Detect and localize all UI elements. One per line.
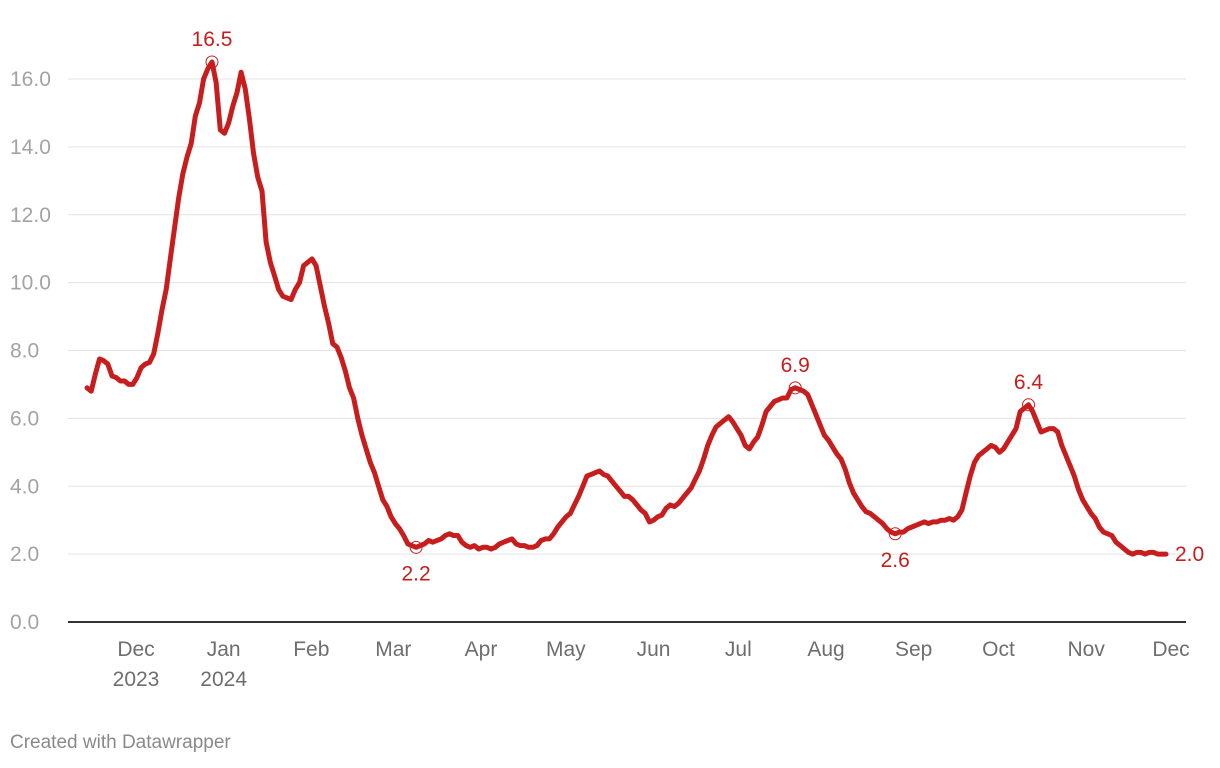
x-axis: Dec 2023 Jan 2024 Feb Mar Apr May Jun Jul Aug Sep Oc… (113, 638, 1190, 691)
y-tick-label: 4.0 (10, 475, 39, 498)
annotation-label: 6.4 (1014, 371, 1044, 394)
y-tick-label: 12.0 (10, 204, 51, 227)
y-tick-label: 10.0 (10, 272, 51, 295)
gridlines (68, 78, 1186, 623)
x-tick-label: Oct (982, 638, 1015, 661)
x-tick-label: Mar (375, 638, 411, 661)
x-tick-label: Jun (637, 638, 671, 661)
series-layer (84, 59, 1169, 557)
x-tick-label: May (546, 638, 586, 661)
y-tick-label: 16.0 (10, 68, 51, 91)
series-line (84, 59, 1169, 557)
annotation-marker (888, 527, 902, 541)
x-tick-label: Dec (117, 638, 154, 661)
annotation-label: 2.2 (402, 562, 431, 585)
annotation-label: 16.5 (192, 28, 233, 51)
x-tick-label: Nov (1067, 638, 1105, 661)
x-tick-label: Jul (725, 638, 752, 661)
x-tick-label: Feb (293, 638, 329, 661)
x-tick-label: Apr (465, 638, 498, 661)
y-tick-label: 8.0 (10, 340, 39, 363)
annotation-label: 2.0 (1175, 543, 1204, 566)
annotation-label: 2.6 (881, 549, 910, 572)
y-tick-label: 6.0 (10, 407, 39, 430)
y-tick-label: 14.0 (10, 136, 51, 159)
annotation-label: 6.9 (781, 354, 810, 377)
x-tick-label: Sep (895, 638, 932, 661)
x-tick-label: Dec (1152, 638, 1189, 661)
annotation-marker (205, 55, 219, 69)
annotation-marker (409, 540, 423, 554)
x-tick-label-year: 2023 (113, 668, 160, 691)
y-tick-label: 2.0 (10, 543, 39, 566)
annotation-marker (1022, 398, 1036, 412)
y-axis: 0.0 2.0 4.0 6.0 8.0 10.0 12.0 14.0 16.0 (10, 68, 51, 634)
annotation-marker (788, 381, 802, 395)
credit-text: Created with Datawrapper (10, 732, 231, 753)
x-tick-label: Aug (807, 638, 844, 661)
x-tick-label: Jan (207, 638, 241, 661)
annotations: 16.5 2.2 6.9 2.6 6.4 2.0 (192, 28, 1205, 585)
x-tick-label-year: 2024 (200, 668, 247, 691)
y-tick-label: 0.0 (10, 611, 39, 634)
